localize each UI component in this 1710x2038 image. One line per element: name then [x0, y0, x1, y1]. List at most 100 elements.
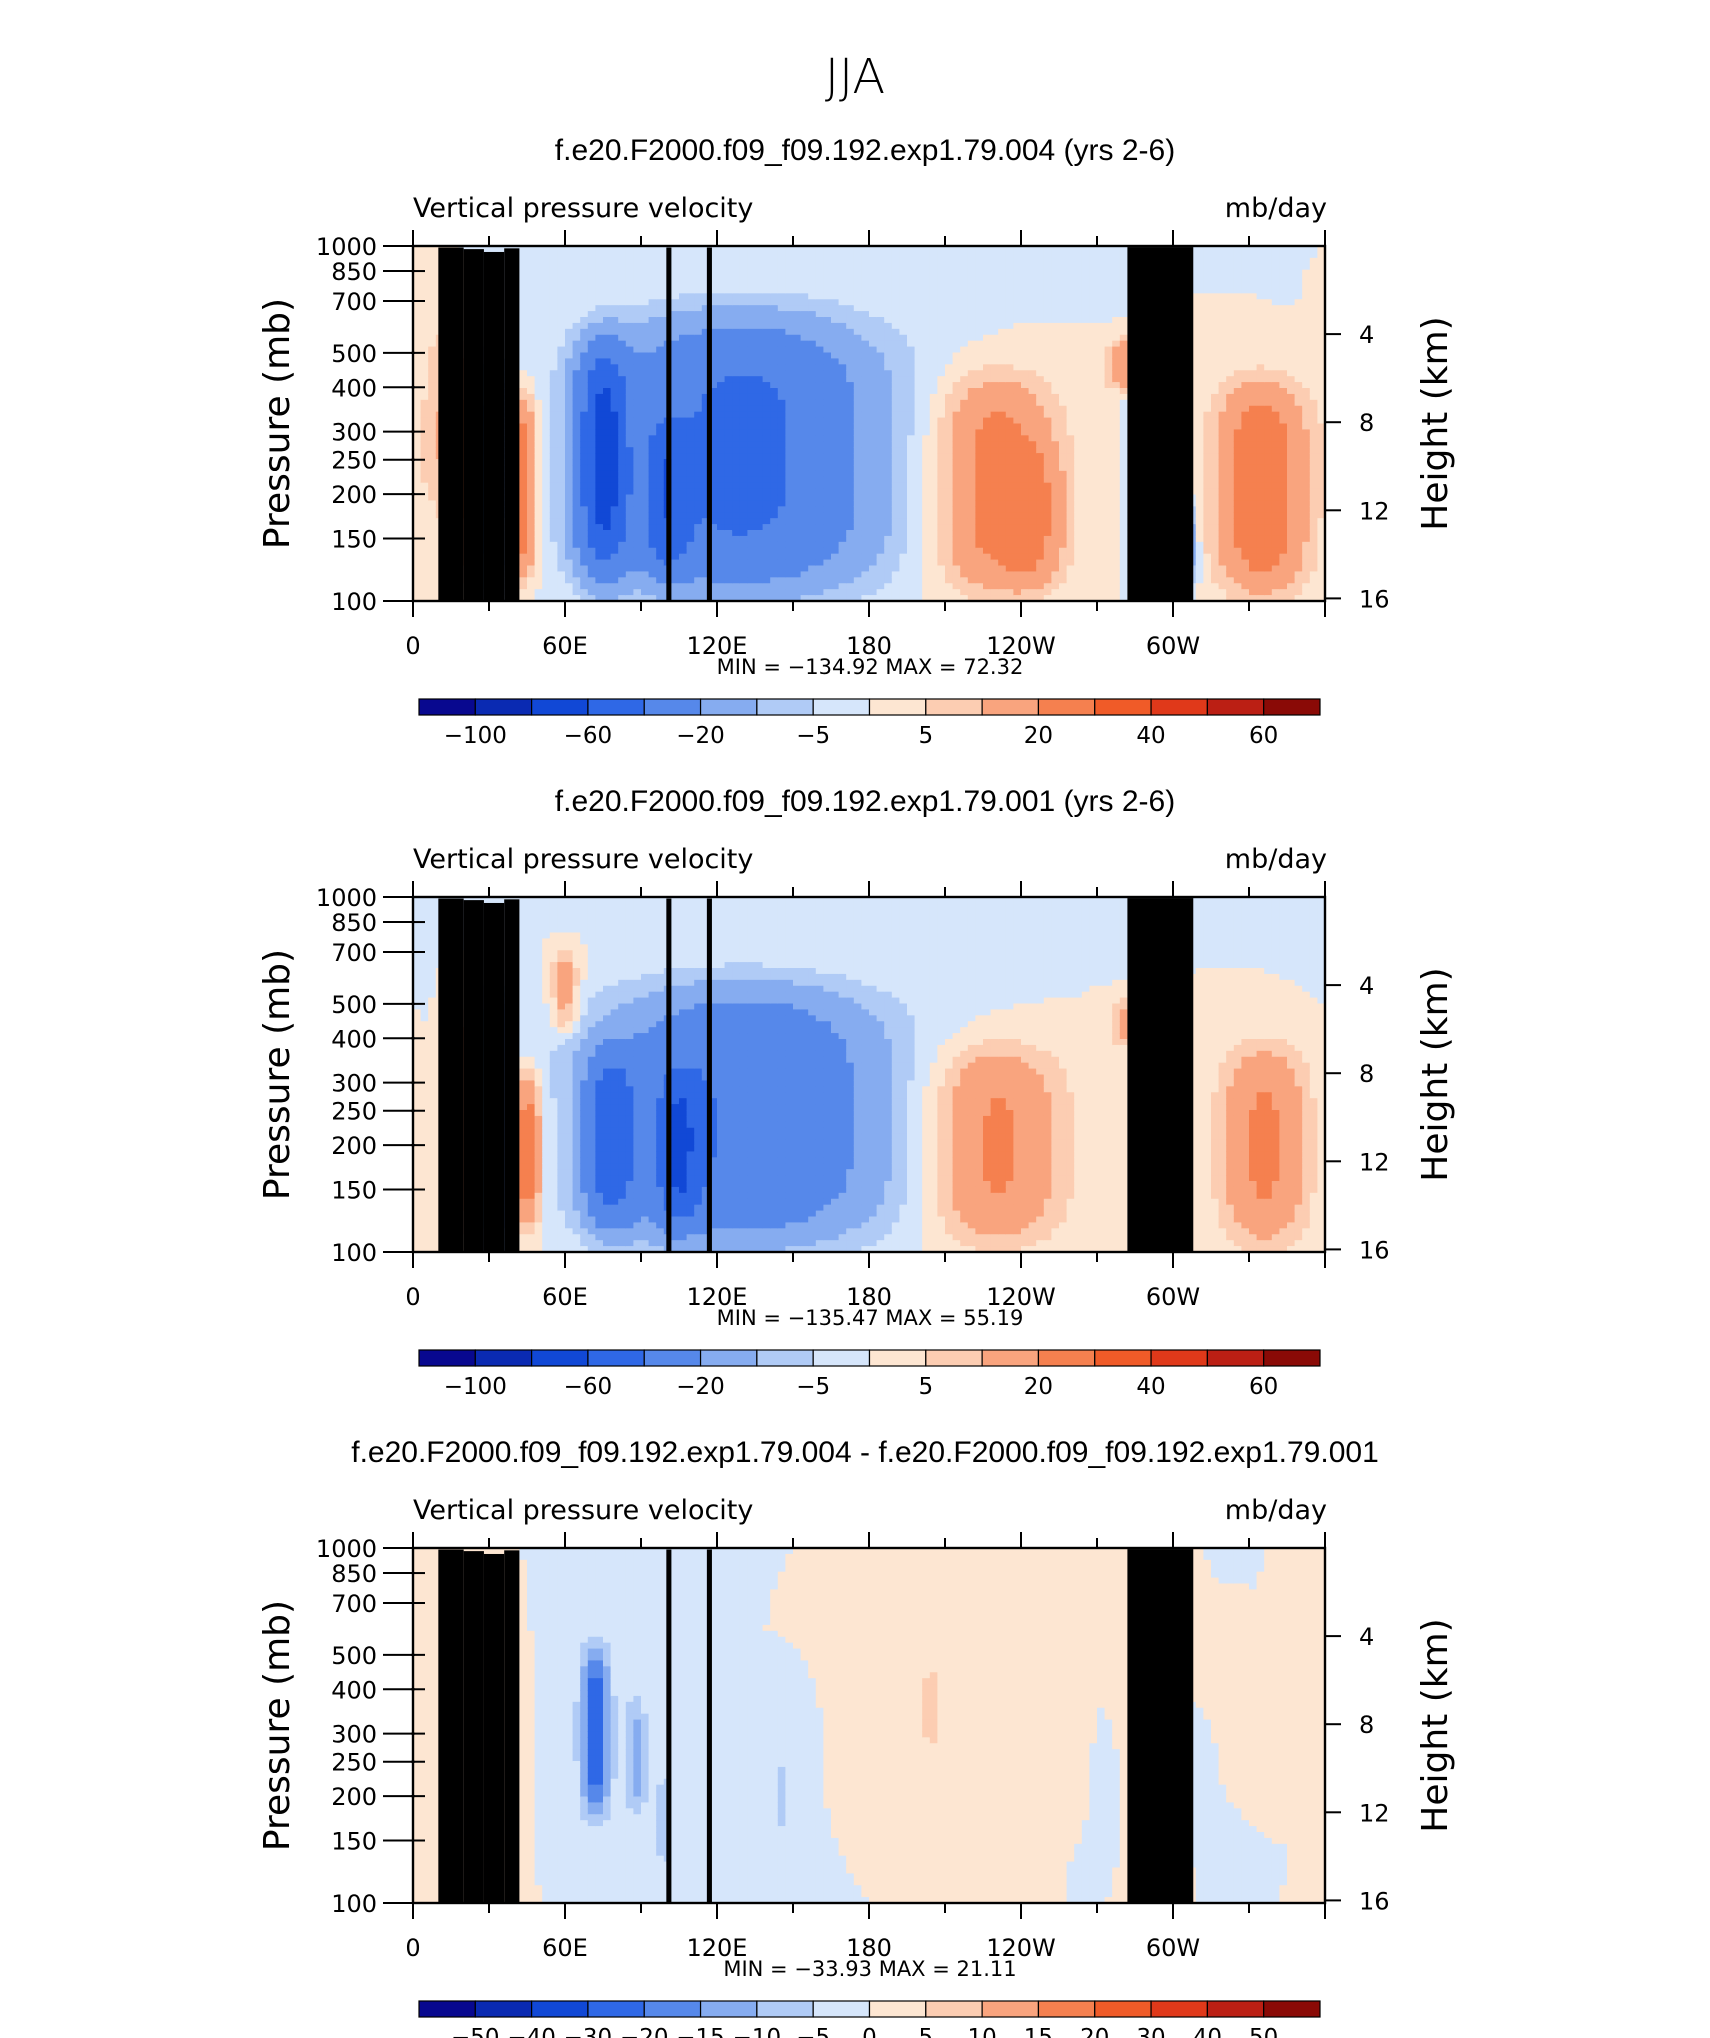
field-cell [747, 358, 756, 365]
field-cell [1021, 322, 1030, 330]
field-cell [960, 464, 969, 472]
field-cell [967, 311, 976, 318]
field-cell [838, 287, 847, 294]
field-cell [975, 589, 984, 596]
field-cell [656, 518, 665, 525]
field-cell [625, 358, 634, 365]
field-cell [625, 299, 634, 306]
field-cell [945, 423, 954, 431]
field-cell [413, 423, 422, 431]
field-cell [534, 494, 543, 502]
field-cell [846, 328, 855, 336]
field-cell [534, 317, 543, 324]
field-cell [770, 577, 779, 584]
field-cell [907, 494, 916, 502]
field-cell [785, 447, 794, 454]
field-cell [648, 275, 657, 283]
field-cell [884, 299, 893, 306]
field-cell [671, 251, 680, 259]
field-cell [580, 565, 589, 573]
field-cell [967, 512, 976, 519]
field-cell [747, 417, 756, 425]
field-cell [990, 541, 999, 549]
field-cell [580, 370, 589, 377]
field-cell [937, 257, 946, 265]
field-cell [542, 553, 551, 561]
field-cell [641, 512, 650, 519]
field-cell [717, 541, 726, 549]
field-cell [618, 464, 627, 472]
field-cell [800, 482, 809, 490]
field-cell [679, 464, 688, 472]
field-cell [572, 399, 581, 407]
field-cell [823, 364, 832, 371]
field-cell [413, 317, 422, 324]
field-cell [732, 376, 741, 383]
field-cell [777, 494, 786, 502]
field-cell [724, 559, 733, 567]
field-cell [770, 453, 779, 460]
field-cell [527, 388, 536, 395]
field-cell [625, 547, 634, 555]
field-cell [777, 476, 786, 484]
field-cell [732, 541, 741, 549]
field-cell [671, 334, 680, 342]
field-cell [960, 340, 969, 348]
field-cell [929, 553, 938, 561]
field-cell [922, 364, 931, 371]
field-cell [861, 251, 870, 259]
field-cell [701, 530, 710, 537]
field-cell [891, 257, 900, 265]
field-cell [777, 571, 786, 578]
field-cell [891, 577, 900, 584]
field-cell [861, 470, 870, 478]
field-cell [899, 246, 908, 253]
field-cell [519, 311, 528, 318]
field-cell [762, 322, 771, 330]
field-cell [565, 559, 574, 567]
field-cell [983, 559, 992, 567]
field-cell [679, 376, 688, 383]
field-cell [815, 376, 824, 383]
field-cell [679, 577, 688, 584]
field-cell [572, 417, 581, 425]
field-cell [899, 595, 908, 602]
field-cell [557, 251, 566, 259]
field-cell [990, 423, 999, 431]
field-cell [519, 317, 528, 324]
field-cell [534, 275, 543, 283]
field-cell [648, 358, 657, 365]
field-cell [983, 358, 992, 365]
field-cell [641, 287, 650, 294]
field-cell [869, 340, 878, 348]
field-cell [724, 246, 733, 253]
field-cell [610, 246, 619, 253]
field-cell [709, 464, 718, 472]
field-cell [527, 530, 536, 537]
field-cell [603, 328, 612, 336]
field-cell [869, 423, 878, 431]
field-cell [527, 547, 536, 555]
field-cell [1043, 305, 1052, 312]
field-cell [967, 370, 976, 377]
field-cell [907, 246, 916, 253]
field-cell [527, 340, 536, 348]
field-cell [967, 388, 976, 395]
field-cell [549, 559, 558, 567]
season-title: JJA [825, 49, 885, 105]
field-cell [420, 376, 429, 383]
field-cell [853, 547, 862, 555]
field-cell [648, 518, 657, 525]
field-cell [709, 328, 718, 336]
field-cell [542, 317, 551, 324]
field-cell [838, 411, 847, 419]
field-cell [595, 263, 604, 271]
field-cell [922, 470, 931, 478]
field-cell [907, 535, 916, 543]
field-cell [527, 411, 536, 419]
field-cell [580, 589, 589, 596]
field-cell [557, 464, 566, 472]
field-cell [808, 470, 817, 478]
field-cell [610, 506, 619, 513]
field-cell [413, 464, 422, 472]
